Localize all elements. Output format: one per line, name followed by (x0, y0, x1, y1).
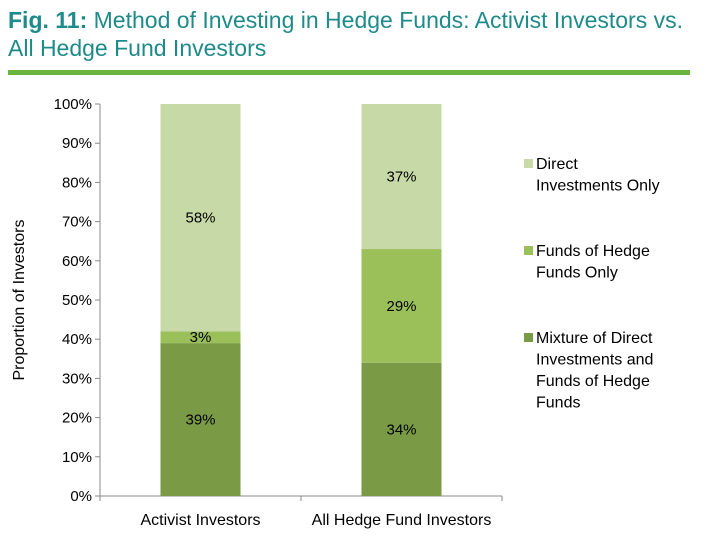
figure-number: Fig. 11: (8, 7, 88, 33)
legend-swatch (524, 333, 533, 342)
legend-label: Funds of Hedge Funds Only (536, 243, 650, 282)
bar-segment (160, 331, 241, 344)
legend-swatch (524, 159, 533, 168)
x-category-label: Activist Investors (140, 512, 260, 529)
y-tick-label: 90% (62, 135, 92, 152)
bar-segment (361, 362, 442, 496)
y-tick-label: 0% (70, 488, 92, 505)
legend-label: Mixture of Direct Investments and Funds of… (536, 330, 653, 412)
data-label: 39% (185, 412, 215, 429)
y-tick-label: 100% (54, 96, 92, 113)
legend-swatch (524, 246, 533, 255)
bar-segment (160, 343, 241, 496)
y-tick-label: 70% (62, 214, 92, 231)
x-category-label: All Hedge Fund Investors (312, 512, 492, 529)
legend-label: Direct Investments Only (536, 156, 660, 195)
y-tick-label: 50% (62, 292, 92, 309)
y-tick-label: 30% (62, 370, 92, 387)
y-tick-label: 80% (62, 174, 92, 191)
data-label: 29% (386, 298, 416, 315)
title-text: Method of Investing in Hedge Funds: Acti… (8, 7, 683, 61)
bar-segment (160, 104, 241, 332)
y-axis-title: Proportion of Investors (11, 220, 28, 381)
data-label: 3% (190, 329, 212, 346)
data-label: 58% (185, 210, 215, 227)
y-tick-label: 40% (62, 331, 92, 348)
bar-segment (361, 104, 442, 250)
y-tick-label: 20% (62, 410, 92, 427)
bar-segment (361, 249, 442, 363)
y-tick-label: 10% (62, 449, 92, 466)
chart-title: Fig. 11: Method of Investing in Hedge Fu… (8, 6, 708, 62)
data-label: 34% (386, 421, 416, 438)
data-label: 37% (386, 169, 416, 186)
y-tick-label: 60% (62, 253, 92, 270)
title-divider (8, 70, 690, 75)
